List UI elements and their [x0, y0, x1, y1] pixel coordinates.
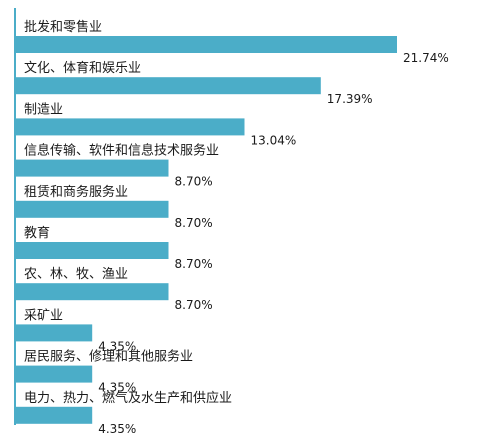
category-label: 居民服务、修理和其他服务业 — [24, 349, 193, 365]
value-label: 8.70% — [175, 298, 213, 312]
bar — [16, 365, 93, 383]
bar — [16, 283, 169, 301]
bar — [16, 406, 93, 424]
category-label: 文化、体育和娱乐业 — [24, 60, 141, 76]
bar — [16, 159, 169, 177]
category-label: 电力、热力、燃气及水生产和供应业 — [24, 390, 232, 406]
value-label: 17.39% — [327, 92, 373, 106]
value-label: 4.35% — [98, 381, 136, 395]
category-label: 农、林、牧、渔业 — [24, 267, 128, 282]
bar — [16, 77, 321, 95]
value-label: 8.70% — [175, 216, 213, 230]
bar — [16, 200, 169, 218]
category-label: 制造业 — [24, 102, 63, 117]
category-label: 批发和零售业 — [24, 19, 102, 35]
value-label: 8.70% — [175, 175, 213, 189]
bars-group: 批发和零售业 21.74% 文化、体育和娱乐业 17.39% 制造业 13.04% 信息传输… — [16, 19, 449, 435]
category-label: 教育 — [24, 225, 50, 241]
bar — [16, 242, 169, 259]
category-label: 租赁和商务服务业 — [24, 184, 128, 200]
value-label: 13.04% — [251, 133, 297, 147]
value-label: 4.35% — [98, 422, 136, 435]
bar — [16, 118, 245, 136]
bar — [16, 36, 397, 53]
category-label: 采矿业 — [24, 308, 63, 323]
category-label: 信息传输、软件和信息技术服务业 — [24, 143, 219, 159]
value-label: 4.35% — [98, 339, 136, 353]
bar — [16, 324, 93, 342]
value-label: 8.70% — [175, 257, 213, 271]
value-label: 21.74% — [403, 51, 449, 65]
